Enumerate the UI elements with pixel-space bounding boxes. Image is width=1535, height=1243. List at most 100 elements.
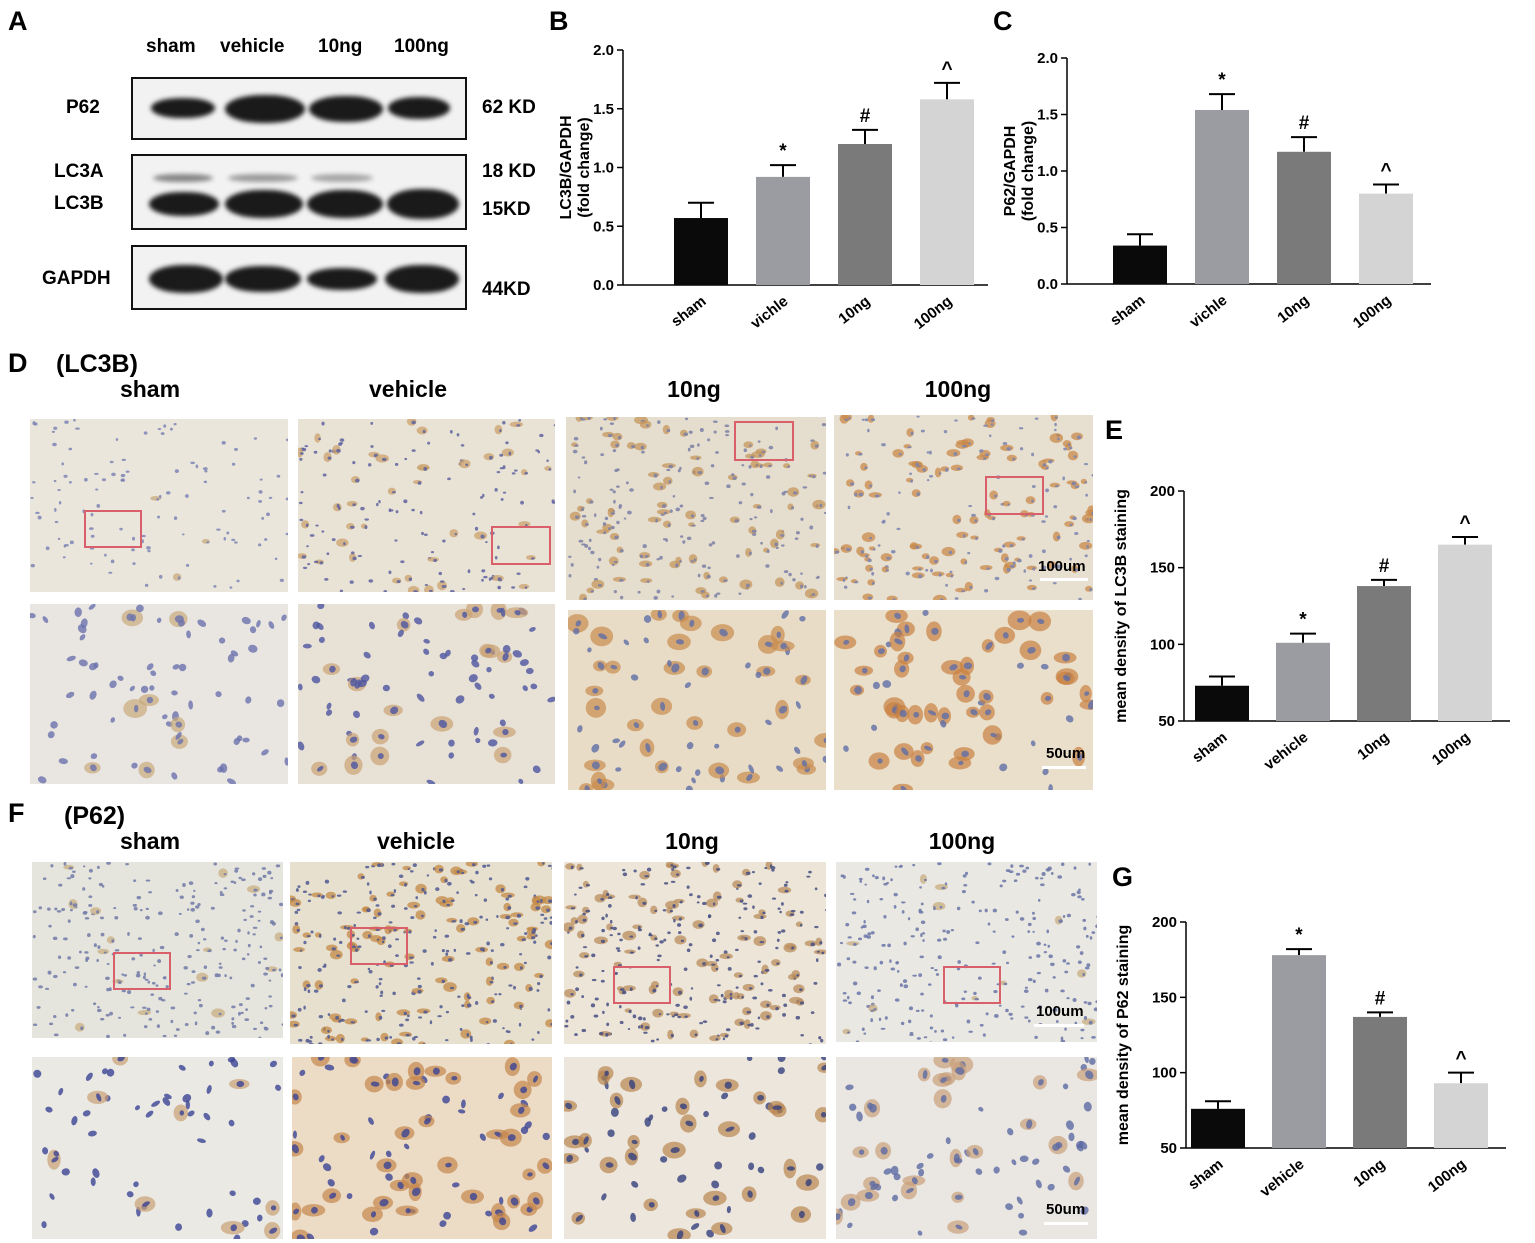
- x-tick-label: 100ng: [1429, 729, 1474, 769]
- cell: [886, 595, 898, 600]
- nucleus: [582, 946, 588, 949]
- nucleus: [861, 1027, 865, 1031]
- nucleus: [890, 550, 896, 554]
- nucleus: [916, 1037, 922, 1040]
- band: [225, 266, 301, 292]
- nucleus: [1036, 971, 1041, 975]
- nucleus: [578, 886, 583, 889]
- ihc-p62-sham-low: [32, 862, 283, 1038]
- nucleus: [760, 915, 764, 920]
- cell: [311, 892, 323, 898]
- nucleus: [449, 589, 455, 592]
- nucleus: [644, 875, 650, 878]
- nucleus: [352, 460, 356, 465]
- nucleus: [1066, 962, 1070, 965]
- nucleus: [722, 1000, 727, 1004]
- nucleus: [845, 1084, 854, 1091]
- nucleus: [1028, 956, 1032, 959]
- cell: [622, 930, 637, 941]
- nucleus: [847, 1031, 851, 1034]
- nucleus: [796, 974, 800, 977]
- nucleus: [248, 644, 258, 653]
- ihc-p62-100ng-low: [836, 862, 1097, 1042]
- nucleus: [598, 557, 602, 562]
- nucleus: [670, 864, 674, 867]
- nucleus: [581, 1028, 587, 1033]
- nucleus: [496, 915, 499, 919]
- significance-mark: *: [779, 141, 787, 162]
- nucleus: [1009, 564, 1015, 568]
- nucleus: [327, 1034, 330, 1039]
- nucleus: [1026, 1119, 1033, 1129]
- nucleus: [924, 745, 932, 751]
- nucleus: [1034, 417, 1039, 420]
- cell: [753, 913, 767, 920]
- nucleus: [690, 1223, 700, 1230]
- nucleus: [656, 557, 660, 561]
- nucleus: [606, 1002, 609, 1007]
- y-tick-label: 150: [1152, 989, 1177, 1006]
- nucleus: [299, 457, 303, 461]
- nucleus: [152, 948, 155, 953]
- nucleus: [1036, 954, 1041, 958]
- cell: [564, 988, 576, 998]
- nucleus: [1065, 715, 1074, 723]
- nucleus: [770, 866, 776, 870]
- nucleus: [684, 1015, 688, 1018]
- nucleus: [845, 453, 849, 457]
- nucleus: [702, 1020, 708, 1024]
- nucleus: [433, 558, 438, 563]
- nucleus: [117, 675, 124, 681]
- scale-bar: [1040, 578, 1088, 581]
- nucleus: [143, 1025, 148, 1029]
- nucleus: [704, 862, 710, 866]
- nucleus: [742, 902, 748, 905]
- nucleus: [565, 1102, 573, 1110]
- nucleus: [766, 1015, 770, 1019]
- significance-mark: ^: [1380, 161, 1391, 182]
- nucleus: [106, 1068, 115, 1077]
- nucleus: [126, 613, 134, 621]
- blot-strip-gapdh: [131, 245, 467, 310]
- nucleus: [783, 570, 789, 574]
- nucleus: [675, 639, 685, 645]
- nucleus: [702, 962, 707, 966]
- nucleus: [121, 989, 126, 993]
- nucleus: [834, 550, 840, 554]
- nucleus: [858, 877, 863, 881]
- nucleus: [714, 594, 718, 598]
- y-tick-label: 100: [1152, 1065, 1177, 1082]
- nucleus: [171, 690, 178, 696]
- nucleus: [918, 568, 922, 571]
- nucleus: [1036, 941, 1041, 946]
- x-tick-label: 10ng: [835, 293, 873, 328]
- nucleus: [183, 992, 188, 995]
- cell: [90, 907, 102, 915]
- nucleus: [926, 451, 930, 454]
- panel-label-d: D: [8, 348, 28, 378]
- nucleus: [217, 766, 224, 773]
- nucleus: [881, 443, 886, 447]
- nucleus: [376, 1037, 380, 1042]
- nucleus: [795, 701, 801, 709]
- nucleus: [846, 547, 851, 552]
- nucleus: [392, 491, 396, 494]
- nucleus: [602, 1010, 605, 1014]
- nucleus: [961, 590, 966, 593]
- nucleus: [78, 659, 88, 667]
- nucleus: [844, 418, 848, 421]
- cell: [544, 939, 552, 950]
- nucleus: [408, 930, 412, 934]
- nucleus: [376, 938, 380, 941]
- nucleus: [414, 617, 423, 625]
- nucleus: [37, 515, 42, 520]
- nucleus: [940, 720, 947, 728]
- nucleus: [789, 913, 795, 917]
- nucleus: [131, 548, 135, 552]
- nucleus: [656, 958, 660, 962]
- scale-label-50um-f: 50um: [1046, 1201, 1086, 1218]
- cell: [97, 948, 110, 955]
- nucleus: [165, 985, 169, 989]
- nucleus: [218, 966, 223, 969]
- nucleus: [193, 1011, 197, 1015]
